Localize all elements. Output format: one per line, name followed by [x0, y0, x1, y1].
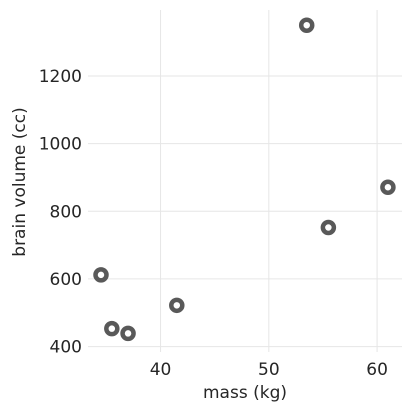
data-point	[104, 320, 120, 337]
y-tick-label: 400	[50, 338, 82, 358]
data-points	[93, 17, 396, 342]
x-tick-label: 50	[258, 360, 280, 380]
y-tick-label: 1200	[39, 67, 82, 87]
data-point	[169, 297, 185, 314]
x-tick-label: 60	[366, 360, 388, 380]
y-tick-label: 800	[50, 202, 82, 222]
x-axis-label: mass (kg)	[203, 383, 287, 403]
data-point	[380, 179, 396, 196]
y-axis-label: brain volume (cc)	[10, 107, 30, 256]
data-point	[320, 219, 337, 236]
x-axis-ticks: 40 50 60	[150, 360, 388, 380]
y-axis-ticks: 400 600 800 1000 1200	[39, 67, 82, 358]
x-tick-label: 40	[150, 360, 172, 380]
data-point	[120, 325, 136, 342]
data-point	[298, 17, 315, 33]
y-tick-label: 600	[50, 270, 82, 290]
data-point	[93, 267, 109, 283]
y-tick-label: 1000	[39, 135, 82, 155]
grid-lines	[88, 10, 402, 352]
